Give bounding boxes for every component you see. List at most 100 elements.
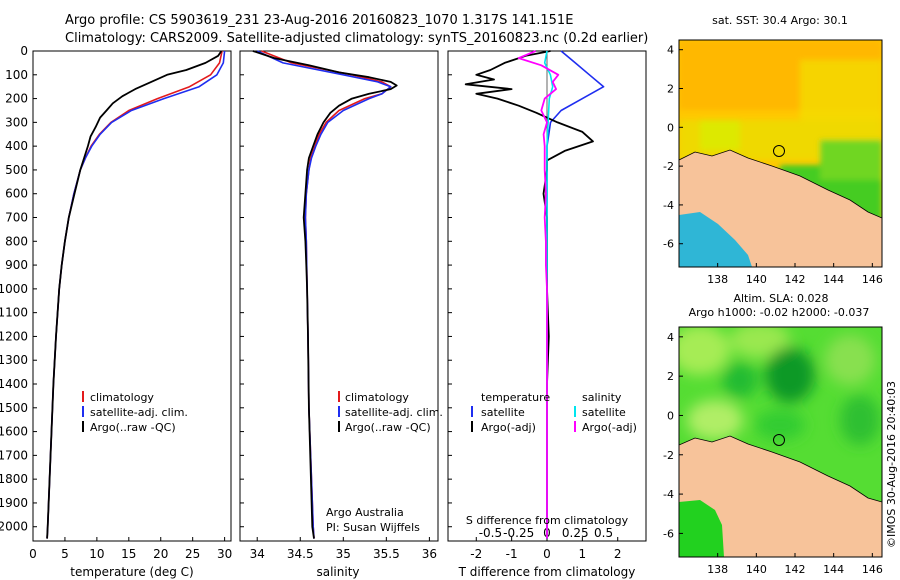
legend-label-satellite: satellite-adj. clim.	[90, 406, 188, 419]
difference-legend: temperature satellite Argo(-adj) salinit…	[471, 391, 637, 434]
pressure-tick-label: 100	[5, 68, 28, 82]
legend-swatch-t-satellite	[471, 406, 473, 417]
latitude-tick-label: 0	[667, 409, 674, 422]
salinity-pressure-ticks	[240, 50, 244, 528]
legend-label-s-argo: Argo(-adj)	[582, 421, 637, 434]
pressure-tick-label: 1900	[0, 496, 28, 510]
temperature-tick-label: 25	[185, 547, 200, 561]
series-line-satellite-adj-clim-	[256, 50, 392, 539]
longitude-tick-label: 144	[823, 563, 844, 576]
pressure-axis-ticks: 0 100 200 300 400 500 600 700 800 900 1000 1100 1200…	[0, 44, 37, 534]
pressure-tick-label: 1100	[0, 306, 28, 320]
sla-map-field	[679, 327, 882, 557]
longitude-tick-label: 142	[785, 273, 806, 286]
s-difference-tick-label: -0.25	[503, 526, 534, 540]
temperature-panel: 0100200300400500600700800900100011001200…	[0, 44, 232, 579]
salinity-series	[252, 50, 398, 539]
temperature-tick-label: 0	[29, 547, 37, 561]
temperature-plot-frame	[32, 50, 232, 542]
pressure-tick-label: 2000	[0, 520, 28, 534]
legend-title-temperature: temperature	[481, 391, 550, 404]
salinity-tick-label: 35.5	[373, 547, 400, 561]
pressure-tick-label: 1400	[0, 377, 28, 391]
sla-map-title: Altim. SLA: 0.028	[733, 292, 828, 305]
pressure-tick-label: 200	[5, 92, 28, 106]
salinity-axis-ticks: 34 34.5 35 35.5 36	[250, 537, 437, 561]
difference-panel: -2 -1 0 1 2 -0.5 -0.25 0 0.25 0.5 T difference f…	[447, 50, 647, 579]
legend-label-t-argo: Argo(-adj)	[481, 421, 536, 434]
legend-label-climatology: climatology	[90, 391, 154, 404]
credit-label: ©IMOS 30-Aug-2016 20:40:03	[885, 381, 898, 548]
latitude-tick-label: 2	[667, 370, 674, 383]
salinity-tick-label: 34	[250, 547, 265, 561]
sst-map-title: sat. SST: 30.4 Argo: 30.1	[712, 14, 848, 27]
difference-series	[464, 50, 605, 539]
temperature-legend: climatology satellite-adj. clim. Argo(..…	[82, 391, 188, 434]
longitude-tick-label: 138	[707, 273, 728, 286]
latitude-tick-label: 4	[667, 331, 674, 344]
legend-swatch-argo	[82, 421, 84, 432]
pressure-tick-label: 1500	[0, 401, 28, 415]
longitude-tick-label: 144	[823, 273, 844, 286]
southern-water-patch	[679, 500, 724, 557]
pressure-tick-label: 1800	[0, 472, 28, 486]
temperature-axis-label: temperature (deg C)	[70, 565, 193, 579]
series-line-t-argo-adj-	[464, 50, 594, 539]
legend-swatch-satellite	[338, 406, 340, 417]
argo-location-marker	[773, 434, 785, 446]
temperature-series	[46, 50, 226, 539]
header-title-line2: Climatology: CARS2009. Satellite-adjuste…	[65, 31, 648, 46]
cool-water-patch	[679, 212, 752, 267]
pressure-tick-label: 400	[5, 139, 28, 153]
argo-location-marker	[773, 145, 785, 157]
legend-label-satellite: satellite-adj. clim.	[345, 406, 443, 419]
series-line-argo-raw-qc-	[252, 50, 398, 539]
series-line-climatology	[46, 50, 223, 539]
sst-map-ticks: 138 140 142 144 146 4 2 0 -2 -4 -6	[663, 44, 883, 286]
legend-swatch-climatology	[82, 391, 84, 402]
sla-map-subtitle: Argo h1000: -0.02 h2000: -0.037	[689, 306, 870, 319]
t-difference-tick-label: 0	[543, 547, 551, 561]
sla-map: Altim. SLA: 0.028 Argo h1000: -0.02 h200…	[663, 292, 883, 576]
legend-title-salinity: salinity	[582, 391, 622, 404]
sst-map-field	[679, 40, 882, 267]
header-title-line1: Argo profile: CS 5903619_231 23-Aug-2016…	[65, 13, 573, 28]
latitude-tick-label: -2	[663, 449, 674, 462]
legend-label-climatology: climatology	[345, 391, 409, 404]
latitude-tick-label: -6	[663, 527, 674, 540]
t-difference-axis-label: T difference from climatology	[458, 565, 636, 579]
latitude-tick-label: 0	[667, 121, 674, 134]
longitude-tick-label: 140	[746, 273, 767, 286]
longitude-tick-label: 142	[785, 563, 806, 576]
pi-label: PI: Susan Wijffels	[326, 521, 420, 534]
longitude-tick-label: 146	[862, 563, 883, 576]
latitude-tick-label: 2	[667, 83, 674, 96]
institution-label: Argo Australia	[326, 506, 404, 519]
sla-shading	[679, 327, 880, 445]
legend-swatch-t-argo	[471, 421, 473, 432]
pressure-tick-label: 1000	[0, 282, 28, 296]
latitude-tick-label: 4	[667, 44, 674, 57]
temperature-tick-label: 30	[217, 547, 232, 561]
s-difference-axis-label: S difference from climatology	[466, 514, 629, 527]
sla-map-frame	[678, 326, 883, 558]
t-difference-tick-label: 2	[614, 547, 622, 561]
legend-swatch-s-satellite	[574, 406, 576, 417]
series-line-argo-raw-qc-	[46, 50, 223, 539]
series-line-t-satellite	[546, 50, 605, 539]
s-difference-tick-label: -0.5	[479, 526, 502, 540]
salinity-plot-frame	[239, 50, 439, 542]
legend-label-s-satellite: satellite	[582, 406, 626, 419]
t-difference-tick-label: -1	[506, 547, 518, 561]
longitude-tick-label: 140	[746, 563, 767, 576]
longitude-tick-label: 138	[707, 563, 728, 576]
legend-swatch-s-argo	[574, 421, 576, 432]
pressure-tick-label: 600	[5, 187, 28, 201]
latitude-tick-label: -2	[663, 160, 674, 173]
s-difference-tick-label: 0.25	[562, 526, 589, 540]
pressure-tick-label: 500	[5, 163, 28, 177]
pressure-tick-label: 900	[5, 258, 28, 272]
temperature-tick-label: 20	[153, 547, 168, 561]
salinity-tick-label: 35	[336, 547, 351, 561]
